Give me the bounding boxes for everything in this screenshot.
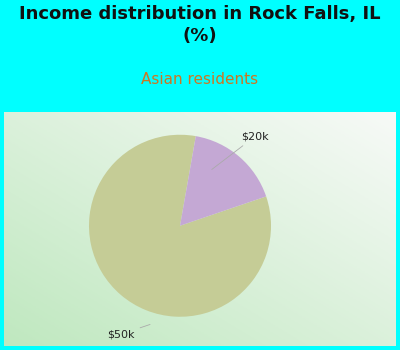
Text: Income distribution in Rock Falls, IL
(%): Income distribution in Rock Falls, IL (%… bbox=[19, 5, 381, 46]
Text: $20k: $20k bbox=[212, 131, 269, 169]
Text: $50k: $50k bbox=[107, 324, 150, 339]
Text: City-Data.com: City-Data.com bbox=[261, 153, 331, 162]
Wedge shape bbox=[180, 136, 266, 226]
Text: Asian residents: Asian residents bbox=[142, 72, 258, 87]
Wedge shape bbox=[89, 135, 271, 317]
